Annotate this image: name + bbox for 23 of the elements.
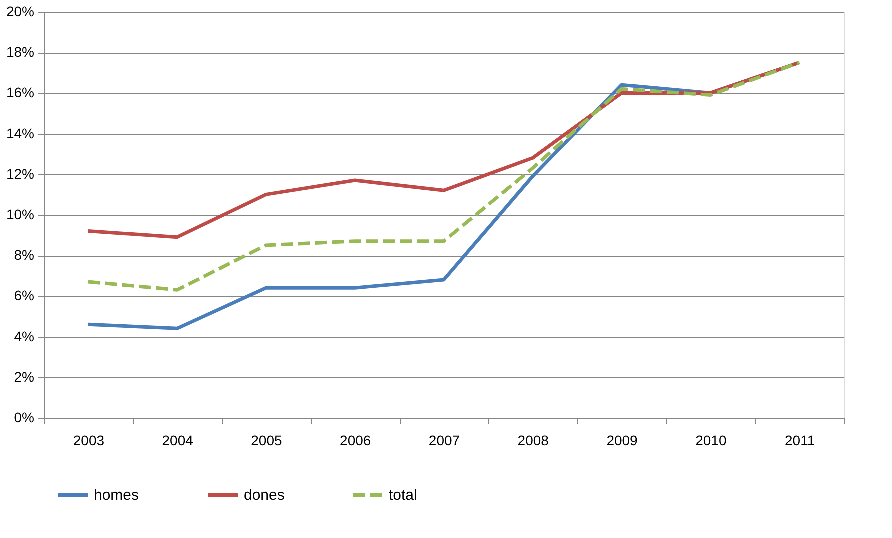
y-tick-label: 18% bbox=[6, 44, 34, 60]
y-tick-label: 8% bbox=[14, 247, 34, 264]
legend-label: homes bbox=[94, 487, 140, 504]
y-tick-label: 10% bbox=[6, 206, 34, 222]
x-tick-label: 2011 bbox=[785, 432, 816, 448]
legend-label: total bbox=[389, 487, 418, 504]
legend-label: dones bbox=[244, 487, 285, 504]
x-tick-label: 2006 bbox=[340, 432, 372, 448]
x-tick-label: 2005 bbox=[251, 432, 283, 448]
y-tick-label: 20% bbox=[6, 4, 34, 20]
y-tick-label: 16% bbox=[6, 84, 34, 101]
y-tick-label: 2% bbox=[14, 368, 34, 385]
x-tick-label: 2004 bbox=[162, 432, 194, 448]
y-tick-label: 12% bbox=[6, 166, 34, 182]
x-tick-label: 2007 bbox=[428, 432, 460, 448]
x-tick-label: 2008 bbox=[518, 432, 550, 448]
x-tick-label: 2009 bbox=[606, 432, 638, 448]
x-tick-label: 2003 bbox=[73, 432, 105, 448]
y-tick-label: 6% bbox=[14, 288, 34, 304]
y-tick-label: 0% bbox=[14, 410, 34, 426]
y-tick-label: 4% bbox=[14, 328, 34, 344]
x-tick-label: 2010 bbox=[696, 432, 727, 448]
y-tick-label: 14% bbox=[6, 125, 34, 142]
